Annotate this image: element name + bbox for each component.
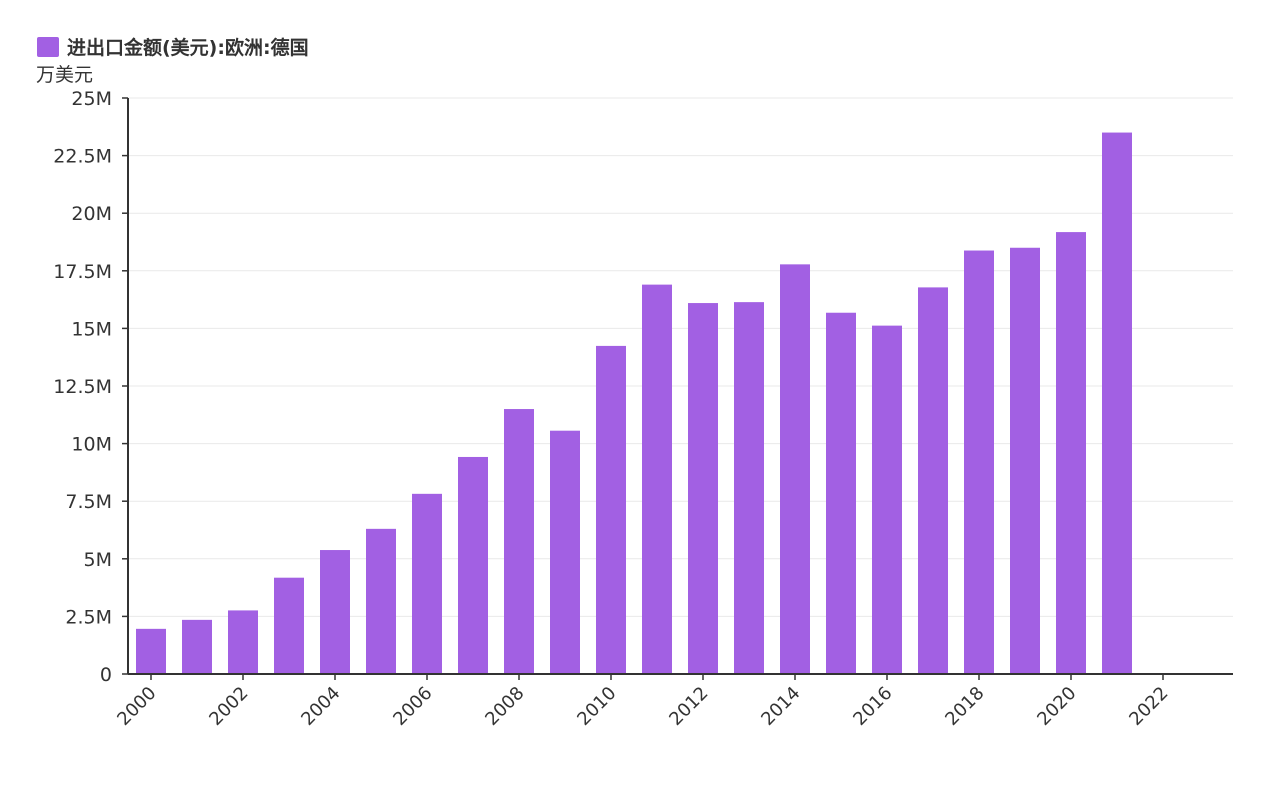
- x-tick-label: 2006: [389, 683, 436, 730]
- y-tick-label: 17.5M: [53, 261, 112, 283]
- y-axis-unit-label: 万美元: [36, 64, 94, 86]
- bar-2019[interactable]: [1010, 247, 1040, 674]
- bars-group: [136, 132, 1132, 675]
- bar-2012[interactable]: [688, 303, 718, 674]
- x-tick-label: 2014: [757, 683, 804, 730]
- bar-2009[interactable]: [550, 430, 580, 674]
- bar-2018[interactable]: [964, 250, 994, 675]
- bar-2002[interactable]: [228, 610, 258, 674]
- bar-2006[interactable]: [412, 493, 442, 674]
- y-tick-label: 2.5M: [65, 606, 112, 628]
- bar-2014[interactable]: [780, 264, 810, 674]
- bar-2003[interactable]: [274, 577, 304, 674]
- grid-lines: [128, 97, 1233, 617]
- y-tick-label: 10M: [71, 434, 112, 456]
- x-tick-label: 2010: [573, 683, 620, 730]
- legend-label: 进出口金额(美元):欧洲:德国: [67, 37, 309, 59]
- y-tick-label: 5M: [84, 549, 112, 571]
- y-tick-label: 25M: [71, 88, 112, 110]
- y-tick-label: 0: [100, 664, 112, 686]
- x-tick-label: 2008: [481, 683, 528, 730]
- legend-swatch: [37, 36, 59, 57]
- y-tick-label: 7.5M: [65, 491, 112, 513]
- x-tick-label: 2020: [1033, 683, 1080, 730]
- bar-2016[interactable]: [872, 325, 902, 674]
- bar-2005[interactable]: [366, 528, 396, 674]
- x-tick-label: 2004: [297, 683, 344, 730]
- x-tick-label: 2012: [665, 683, 712, 730]
- bar-2020[interactable]: [1056, 232, 1086, 674]
- y-tick-label: 12.5M: [53, 376, 112, 398]
- bar-2007[interactable]: [458, 456, 488, 674]
- bar-2013[interactable]: [734, 302, 764, 674]
- bar-2017[interactable]: [918, 287, 948, 674]
- x-tick-label: 2002: [205, 683, 252, 730]
- x-tick-label: 2018: [941, 683, 988, 730]
- y-axis-ticks: 0 2.5M 5M 7.5M 10M 12.5M 15M 17.5M 20M 22.5M 25M: [53, 88, 128, 686]
- y-tick-label: 20M: [71, 203, 112, 225]
- bar-2000[interactable]: [136, 628, 166, 674]
- x-tick-label: 2022: [1125, 683, 1172, 730]
- y-tick-label: 15M: [71, 318, 112, 340]
- bar-2001[interactable]: [182, 619, 212, 674]
- bar-2008[interactable]: [504, 409, 534, 674]
- bar-2010[interactable]: [596, 345, 626, 674]
- bar-2004[interactable]: [320, 550, 350, 674]
- bar-2021[interactable]: [1102, 132, 1132, 674]
- y-tick-label: 22.5M: [53, 146, 112, 168]
- x-tick-label: 2016: [849, 683, 896, 730]
- legend[interactable]: 进出口金额(美元):欧洲:德国: [37, 33, 309, 60]
- x-axis-ticks: 2000 2002 2004 2006 2008 2010 2012 2014 2016 2018…: [113, 674, 1173, 730]
- bar-2015[interactable]: [826, 312, 856, 674]
- bar-2011[interactable]: [642, 284, 672, 674]
- x-tick-label: 2000: [113, 683, 160, 730]
